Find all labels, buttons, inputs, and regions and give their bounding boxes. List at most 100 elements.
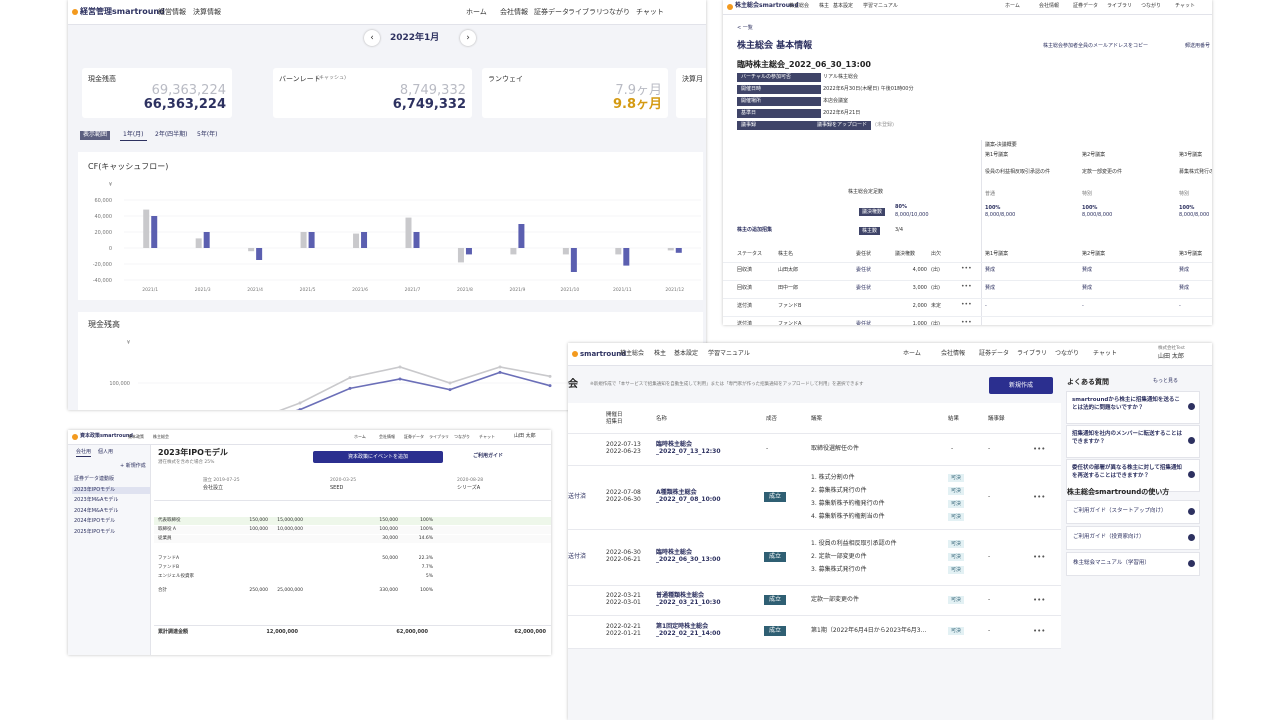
faq-item[interactable]: 委任状の部署が異なる株主に対して招集通知を再送することはできますか？ (1066, 459, 1200, 492)
model-item[interactable]: 2023年IPOモデル (72, 486, 150, 495)
add-event-button[interactable]: 資本政策にイベントを追加 (313, 451, 443, 463)
add-invite[interactable]: 株主の追加招集 (737, 227, 773, 233)
nav-link[interactable]: 会社情報 (379, 433, 395, 439)
kpi-card: ランウェイ 7.9ヶ月 9.8ヶ月 (482, 68, 668, 118)
nav-link[interactable]: 資本政策 (128, 433, 144, 439)
new-model[interactable]: + 新規作成 (120, 463, 146, 469)
month-selector[interactable]: 2022年1月 (390, 33, 440, 43)
nav-link[interactable]: 学習マニュアル (863, 3, 898, 9)
nav-link[interactable]: 株主総会 (153, 433, 169, 439)
row-answer: 賛成 (985, 285, 996, 291)
row-menu[interactable]: ••• (1033, 627, 1046, 635)
new-button[interactable]: 新規作成 (989, 377, 1053, 394)
meeting-name[interactable]: _2022_06_30_13:00 (656, 556, 721, 563)
nav-link[interactable]: ライブラリ (429, 433, 449, 439)
nav-link[interactable]: 会社情報 (1039, 3, 1060, 9)
guide-item[interactable]: ご利用ガイド（スタートアップ向け） (1066, 500, 1200, 524)
model-item[interactable]: 2025年IPOモデル (74, 528, 116, 535)
agenda-item: 取締役選解任の件 (811, 445, 860, 452)
nav-link[interactable]: 証券データ (1073, 3, 1099, 9)
bar (667, 248, 674, 251)
nav-link[interactable]: 基本設定 (833, 3, 854, 9)
model-item[interactable]: 2024年M&Aモデル (74, 507, 119, 514)
nav-link[interactable]: チャット (479, 433, 495, 439)
model-item[interactable]: 2023年M&Aモデル (74, 497, 119, 503)
row-menu[interactable]: ••• (961, 319, 972, 325)
back-link[interactable]: < 一覧 (737, 25, 753, 31)
nav-link[interactable]: ホーム (354, 433, 366, 439)
nav-link[interactable]: 株主 (654, 349, 667, 357)
row-menu[interactable]: ••• (1033, 445, 1046, 453)
guide-link[interactable]: ご利用ガイド (473, 453, 504, 459)
meeting-name[interactable]: _2022_07_13_12:30 (656, 448, 721, 455)
faq-item[interactable]: 招集通知を社内のメンバーに転送することはできますか？ (1066, 425, 1200, 458)
nav-link[interactable]: ホーム (1005, 3, 1020, 9)
nav-link[interactable]: つながり (454, 433, 470, 439)
nav-link[interactable]: 証券データ (534, 8, 569, 16)
meeting-name[interactable]: 普通種類株主総会 (656, 592, 705, 599)
meeting-name[interactable]: _2022_07_08_10:00 (656, 496, 721, 503)
held-date: 2022-07-13 (606, 441, 641, 448)
row-menu[interactable]: ••• (1033, 553, 1046, 561)
row-menu[interactable]: ••• (961, 283, 972, 290)
notice-date: 2022-06-30 (606, 496, 641, 503)
model-item[interactable]: 証券データ連動版 (74, 476, 115, 482)
prev-month[interactable]: ‹ (364, 30, 380, 46)
guide-item[interactable]: ご利用ガイド（投資家向け） (1066, 526, 1200, 550)
nav-link[interactable]: つながり (1055, 349, 1080, 357)
nav-link[interactable]: ライブラリ (1107, 3, 1133, 9)
range-tab[interactable]: 1年(月) (120, 131, 147, 141)
nav-link[interactable]: 証券データ (979, 349, 1010, 357)
row-menu[interactable]: ••• (961, 265, 972, 272)
info-value: 本店会議室 (823, 98, 849, 104)
nav-link[interactable]: 株主 (819, 3, 830, 9)
nav-link[interactable]: 会社情報 (500, 8, 528, 16)
row-line (568, 615, 1061, 616)
nav-link[interactable]: ライブラリ (1017, 349, 1048, 357)
nav-link[interactable]: 経営情報 (158, 8, 186, 16)
nav-link[interactable]: つながり (1141, 3, 1162, 9)
nav-link[interactable]: 決算情報 (193, 8, 221, 16)
nav-link[interactable]: 学習マニュアル (708, 349, 750, 357)
row-menu[interactable]: ••• (1033, 596, 1046, 604)
meeting-name[interactable]: 臨時株主総会 (656, 549, 693, 556)
sidebar-tab[interactable]: 会社用 (76, 449, 92, 457)
faq-more[interactable]: もっと見る (1153, 378, 1179, 384)
nav-link[interactable]: チャット (1175, 3, 1195, 9)
sidebar-tab[interactable]: 個人用 (98, 449, 114, 455)
y-tick-label: 60,000 (95, 198, 113, 204)
user-name[interactable]: 山田 太郎 (1158, 353, 1184, 360)
range-tab[interactable]: 5年(年) (197, 131, 218, 138)
bar (151, 216, 158, 248)
model-item[interactable]: 2024年IPOモデル (74, 518, 116, 524)
nav-link[interactable]: 株主総会 (620, 349, 645, 357)
nav-link[interactable]: ホーム (466, 8, 487, 16)
nav-link[interactable]: ホーム (903, 349, 921, 357)
upload-button[interactable]: 議事録をアップロード (813, 121, 872, 130)
nav-link[interactable]: 会社情報 (941, 349, 966, 357)
range-tab[interactable]: 2年(四半期) (155, 131, 188, 138)
next-month[interactable]: › (460, 30, 476, 46)
guide-item[interactable]: 株主総会マニュアル（学習用） (1066, 552, 1200, 576)
meeting-name[interactable]: A種類株主総会 (656, 489, 697, 496)
event-name: シリーズA (457, 485, 481, 491)
nav-link[interactable]: チャット (1093, 349, 1117, 357)
copy-link[interactable]: 株主総会参加者全員のメールアドレスをコピー (1043, 43, 1149, 49)
row-menu[interactable]: ••• (961, 301, 972, 308)
meeting-name[interactable]: 第1回定時株主総会 (656, 623, 709, 630)
meeting-name[interactable]: 臨時株主総会 (656, 441, 693, 448)
nav-link[interactable]: 証券データ (404, 433, 424, 439)
nav-link[interactable]: ライブラリ (568, 8, 603, 16)
nav-link[interactable]: チャット (636, 8, 664, 16)
info-value: 2022年6月30日(木曜日) 午後01時00分 (823, 86, 914, 92)
nav-link[interactable]: 基本設定 (674, 349, 699, 357)
mail-link[interactable]: 郵送用番号 (1185, 43, 1211, 49)
nav-link[interactable]: 株主総会 (789, 3, 810, 9)
faq-item[interactable]: smartroundから株主に招集通知を送ることは法的に問題ないですか？ (1066, 391, 1200, 424)
meeting-name[interactable]: _2022_02_21_14:00 (656, 630, 721, 637)
row-line (568, 585, 1061, 586)
meeting-name[interactable]: _2022_03_21_10:30 (656, 599, 721, 606)
agenda-item: 2. 定款一部変更の件 (811, 553, 867, 560)
nav-link[interactable]: つながり (602, 8, 630, 16)
row-menu[interactable]: ••• (1033, 493, 1046, 501)
